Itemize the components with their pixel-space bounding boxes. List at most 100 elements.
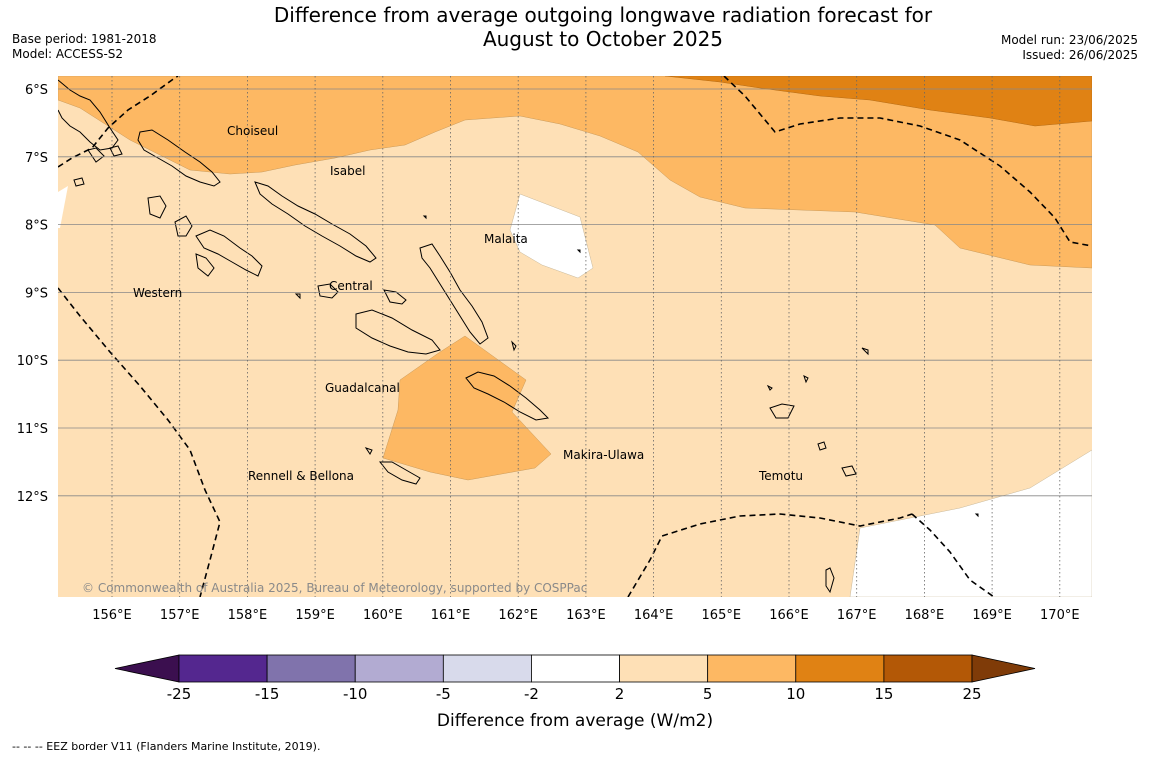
anomaly-field: Choiseul Isabel Malaita Western Central … — [58, 76, 1092, 597]
base-period: Base period: 1981-2018 — [12, 32, 157, 46]
island-anuta — [766, 384, 773, 391]
island-makira — [465, 371, 550, 421]
latitude-label: 9°S — [25, 286, 48, 301]
island-savo — [294, 293, 301, 300]
colorbar-tick-label: 25 — [962, 685, 981, 703]
band-10-to-15-north — [664, 76, 1092, 127]
longitude-label: 160°E — [363, 608, 403, 623]
island-small-malaita — [511, 340, 517, 352]
island-florida — [383, 289, 407, 305]
region-temotu: Temotu — [758, 469, 803, 483]
colorbar-swatch — [795, 654, 885, 683]
island-sikaiana — [576, 249, 581, 254]
band-5-to-10-central — [382, 335, 552, 481]
island-vanikoro — [841, 465, 857, 477]
island-guadalcanal — [355, 309, 441, 355]
colorbar-tick-label: -10 — [343, 685, 368, 703]
latitude-lines — [58, 88, 1092, 497]
region-isabel: Isabel — [330, 164, 365, 178]
coastlines — [58, 79, 979, 594]
longitude-label: 162°E — [498, 608, 538, 623]
colorbar-tick-label: -5 — [436, 685, 451, 703]
latitude-label: 12°S — [17, 490, 48, 505]
colorbar-swatch — [178, 654, 268, 683]
island-new-georgia — [174, 215, 193, 237]
eez-northeast — [723, 76, 1092, 247]
island-reef — [803, 375, 809, 384]
longitude-label: 159°E — [295, 608, 335, 623]
colorbar: -25 -15 -10 -5 -2 2 5 10 15 25 Difference from av… — [114, 654, 1036, 731]
colorbar-extend-high — [971, 654, 1036, 683]
region-malaita: Malaita — [484, 232, 528, 246]
colorbar-swatches — [114, 654, 1036, 683]
title-line-1: Difference from average outgoing longwav… — [273, 3, 933, 27]
graticule — [58, 76, 1092, 597]
latitude-label: 7°S — [25, 151, 48, 166]
colorbar-swatch — [619, 654, 709, 683]
region-central: Central — [329, 279, 373, 293]
longitude-label: 157°E — [160, 608, 200, 623]
island-treasury — [73, 177, 85, 187]
longitude-label: 158°E — [228, 608, 268, 623]
copyright-notice: © Commonwealth of Australia 2025, Bureau… — [82, 581, 587, 595]
region-labels: Choiseul Isabel Malaita Western Central … — [133, 124, 803, 483]
longitude-lines — [111, 76, 1061, 597]
band-neutral-southeast — [849, 449, 1092, 597]
longitude-label: 163°E — [566, 608, 606, 623]
island-fataka — [974, 513, 979, 518]
eez-southeast — [911, 513, 995, 597]
island-fauro — [109, 145, 123, 157]
eez-southwest — [58, 287, 221, 597]
band-neutral-malaita — [509, 193, 594, 279]
longitude-label: 169°E — [972, 608, 1012, 623]
meta-left: Base period: 1981-2018 Model: ACCESS-S2 — [12, 32, 157, 62]
meta-right: Model run: 23/06/2025 Issued: 26/06/2025 — [1001, 33, 1138, 63]
island-western-group — [195, 229, 263, 277]
island-tikopia — [825, 567, 835, 594]
latitude-label: 6°S — [25, 83, 48, 98]
island-ontong — [422, 215, 427, 220]
longitude-label: 161°E — [431, 608, 471, 623]
island-shortland — [87, 147, 105, 163]
longitude-label: 170°E — [1040, 608, 1080, 623]
island-choiseul — [137, 129, 221, 187]
colorbar-swatch — [707, 654, 797, 683]
colorbar-tick-label: 10 — [786, 685, 805, 703]
island-santa-cruz — [769, 403, 795, 419]
model-run: Model run: 23/06/2025 — [1000, 33, 1138, 47]
latitude-label: 10°S — [17, 354, 48, 369]
issued-date: Issued: 26/06/2025 — [1022, 48, 1138, 62]
footnote: -- -- -- EEZ border V11 (Flanders Marine… — [12, 740, 321, 753]
longitude-label: 166°E — [769, 608, 809, 623]
colorbar-swatch — [266, 654, 356, 683]
latitude-label: 8°S — [25, 219, 48, 234]
island-utupua — [817, 441, 827, 451]
colorbar-tick-label: 5 — [703, 685, 713, 703]
colorbar-tick-label: -2 — [524, 685, 539, 703]
colorbar-extend-low — [114, 654, 180, 683]
latitude-label: 11°S — [17, 422, 48, 437]
longitude-label: 165°E — [702, 608, 742, 623]
island-malaita — [419, 243, 489, 345]
chart-title: Difference from average outgoing longwav… — [200, 3, 1006, 51]
longitude-label: 168°E — [905, 608, 945, 623]
colorbar-swatch — [531, 654, 620, 683]
eez-south — [627, 513, 913, 597]
band-5-to-10-north — [58, 76, 1092, 269]
island-rennell — [378, 461, 421, 485]
island-bellona — [364, 447, 373, 455]
island-vella — [147, 195, 167, 219]
region-choiseul: Choiseul — [227, 124, 278, 138]
region-makira-ulawa: Makira-Ulawa — [563, 448, 644, 462]
colorbar-tick-label: -15 — [255, 685, 280, 703]
longitude-label: 167°E — [837, 608, 877, 623]
region-rennell-bellona: Rennell & Bellona — [248, 469, 354, 483]
island-russell — [317, 283, 339, 299]
longitude-label: 156°E — [92, 608, 132, 623]
longitude-labels: 156°E 157°E 158°E 159°E 160°E 161°E 162°E 163°E… — [92, 608, 1079, 623]
island-duff — [861, 347, 869, 356]
colorbar-tick-label: 2 — [615, 685, 625, 703]
latitude-labels: 6°S 7°S 8°S 9°S 10°S 11°S 12°S — [17, 83, 48, 505]
colorbar-swatch — [883, 654, 973, 683]
title-line-2: August to October 2025 — [482, 27, 724, 51]
